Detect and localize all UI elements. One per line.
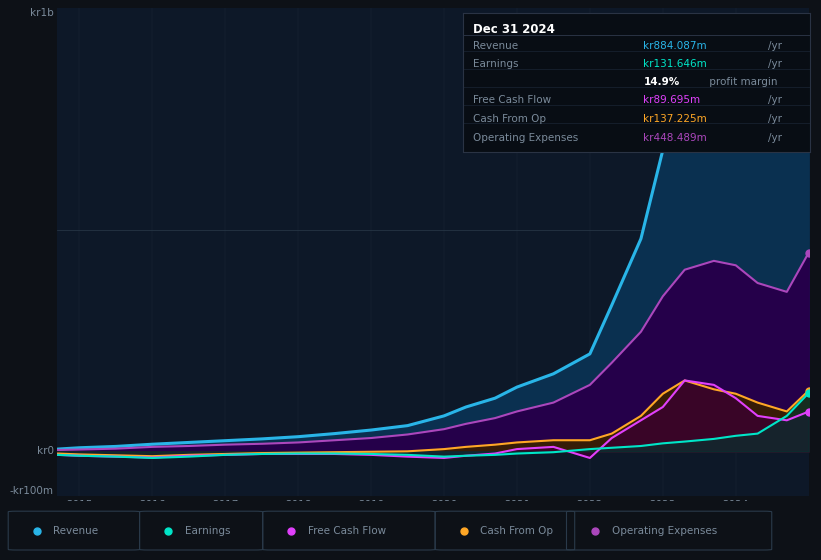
Text: /yr: /yr	[768, 133, 782, 143]
Text: kr884.087m: kr884.087m	[644, 41, 707, 51]
Text: Revenue: Revenue	[474, 41, 519, 51]
Text: 2019: 2019	[358, 501, 384, 511]
Text: Revenue: Revenue	[53, 526, 99, 535]
Text: Cash From Op: Cash From Op	[480, 526, 553, 535]
Text: 2021: 2021	[504, 501, 530, 511]
Text: /yr: /yr	[768, 95, 782, 105]
Text: Earnings: Earnings	[185, 526, 230, 535]
Text: 2024: 2024	[722, 501, 749, 511]
Text: Dec 31 2024: Dec 31 2024	[474, 23, 555, 36]
Text: Operating Expenses: Operating Expenses	[612, 526, 717, 535]
Text: /yr: /yr	[768, 59, 782, 69]
Text: 2020: 2020	[431, 501, 457, 511]
Text: 2018: 2018	[285, 501, 311, 511]
Text: kr448.489m: kr448.489m	[644, 133, 707, 143]
Text: Free Cash Flow: Free Cash Flow	[308, 526, 386, 535]
Text: 14.9%: 14.9%	[644, 77, 680, 87]
Text: Cash From Op: Cash From Op	[474, 114, 547, 124]
Text: 2022: 2022	[576, 501, 603, 511]
Text: kr1b: kr1b	[30, 8, 53, 18]
Text: kr137.225m: kr137.225m	[644, 114, 707, 124]
Text: Earnings: Earnings	[474, 59, 519, 69]
Text: /yr: /yr	[768, 41, 782, 51]
Text: kr131.646m: kr131.646m	[644, 59, 707, 69]
Text: Operating Expenses: Operating Expenses	[474, 133, 579, 143]
Text: 2023: 2023	[649, 501, 676, 511]
Text: 2015: 2015	[67, 501, 93, 511]
Text: profit margin: profit margin	[706, 77, 777, 87]
Text: 2017: 2017	[212, 501, 238, 511]
Text: /yr: /yr	[768, 114, 782, 124]
Text: 2016: 2016	[139, 501, 166, 511]
Text: Free Cash Flow: Free Cash Flow	[474, 95, 552, 105]
Text: kr89.695m: kr89.695m	[644, 95, 700, 105]
Text: -kr100m: -kr100m	[10, 486, 53, 496]
Text: kr0: kr0	[37, 446, 53, 456]
